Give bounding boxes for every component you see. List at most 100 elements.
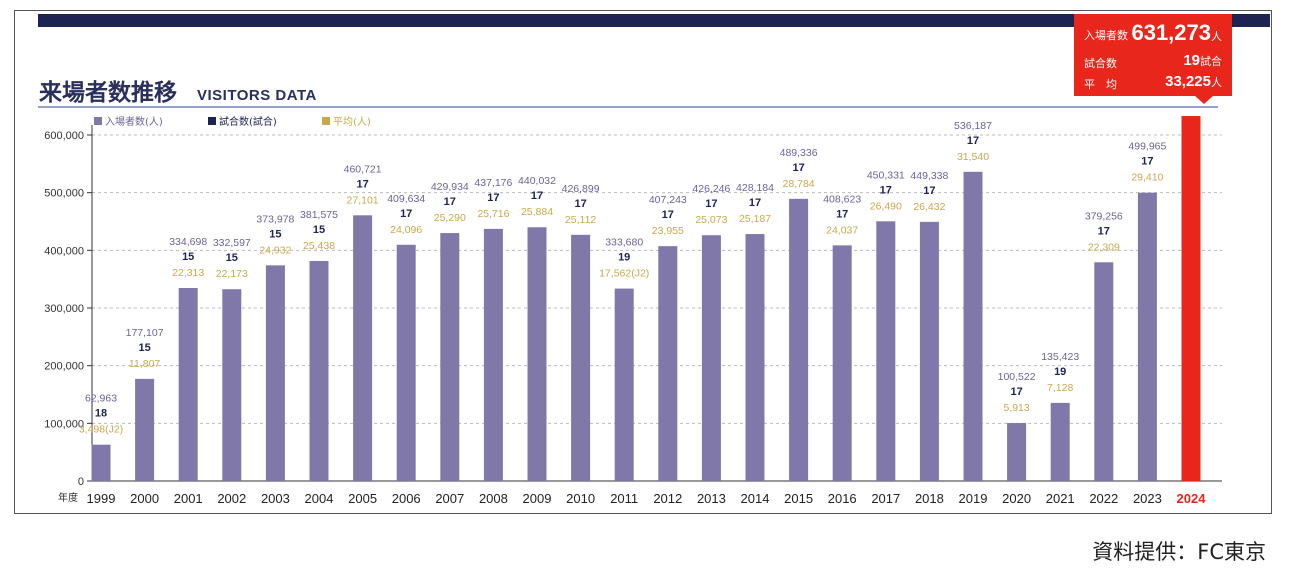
average-label: 3,498(J2): [79, 424, 123, 436]
bar-2022: [1094, 262, 1114, 481]
games-label: 17: [923, 185, 935, 197]
bar-2006: [396, 244, 416, 481]
attendance-label: 450,331: [867, 169, 905, 181]
bar-2011: [614, 288, 634, 481]
games-label: 15: [182, 251, 194, 263]
average-label: 24,037: [826, 224, 858, 236]
bar-2024: [1181, 116, 1201, 481]
games-label: 17: [574, 198, 586, 210]
games-label: 19: [618, 252, 630, 264]
callout-label: 試合数: [1084, 58, 1117, 70]
bar-2020: [1007, 423, 1027, 481]
x-tick-label: 2009: [523, 491, 552, 506]
y-tick-label: 600,000: [44, 130, 84, 142]
y-tick-label: 0: [78, 476, 84, 488]
x-tick-label: 2023: [1133, 491, 1162, 506]
x-tick-label: 2003: [261, 491, 290, 506]
title-divider: [38, 106, 1218, 108]
average-label: 11,807: [129, 358, 160, 370]
average-label: 25,884: [521, 206, 553, 218]
chart-title: 来場者数推移 VISITORS DATA: [39, 73, 317, 107]
x-tick-label: 2012: [653, 491, 682, 506]
x-tick-label: 2021: [1046, 491, 1075, 506]
average-label: 28,784: [783, 178, 815, 190]
bar-2016: [832, 245, 852, 481]
average-label: 22,173: [216, 268, 248, 280]
bar-2012: [658, 246, 678, 481]
average-label: 25,438: [303, 240, 335, 252]
bar-1999: [91, 444, 111, 481]
average-label: 25,112: [565, 214, 596, 226]
legend-swatch: [322, 117, 330, 125]
games-label: 15: [138, 342, 150, 354]
average-label: 26,432: [913, 201, 945, 213]
callout-row-average: 平 均 33,225人: [1074, 71, 1232, 91]
y-tick-label: 200,000: [44, 361, 84, 373]
games-label: 17: [836, 208, 848, 220]
attendance-label: 332,597: [213, 237, 251, 249]
x-tick-label: 2022: [1089, 491, 1118, 506]
legend-label: 試合数(試合): [219, 115, 277, 128]
average-label: 23,955: [652, 225, 684, 237]
y-tick-label: 300,000: [44, 303, 84, 315]
bar-2001: [178, 287, 198, 481]
bar-2004: [309, 260, 329, 481]
average-label: 25,187: [739, 213, 771, 225]
games-label: 17: [705, 198, 717, 210]
attendance-label: 381,575: [300, 209, 338, 221]
attendance-label: 437,176: [474, 177, 512, 189]
y-tick-label: 100,000: [44, 418, 84, 430]
average-label: 25,290: [434, 212, 466, 224]
x-tick-label: 2004: [305, 491, 334, 506]
x-tick-label: 2019: [959, 491, 988, 506]
x-tick-label: 2010: [566, 491, 595, 506]
bar-2002: [222, 289, 242, 481]
attendance-label: 407,243: [649, 194, 687, 206]
bar-2010: [571, 234, 591, 481]
bar-2023: [1137, 192, 1157, 482]
attendance-label: 429,934: [431, 181, 469, 193]
games-label: 19: [1054, 366, 1066, 378]
callout-row-games: 試合数 19試合: [1074, 50, 1232, 70]
games-label: 17: [531, 190, 543, 202]
games-label: 17: [1010, 386, 1022, 398]
y-tick-label: 400,000: [44, 245, 84, 257]
games-label: 15: [313, 224, 325, 236]
games-label: 17: [487, 192, 499, 204]
callout-value-attendance: 631,273人: [1131, 20, 1222, 45]
average-label: 27,101: [347, 194, 379, 206]
attendance-label: 536,187: [954, 120, 992, 132]
average-label: 25,716: [477, 208, 509, 220]
games-label: 17: [792, 162, 804, 174]
x-tick-label: 2002: [217, 491, 246, 506]
x-tick-label: 2014: [741, 491, 770, 506]
bar-2021: [1050, 402, 1070, 481]
legend-label: 入場者数(人): [105, 115, 163, 128]
average-label: 7,128: [1047, 382, 1073, 394]
bar-2005: [353, 215, 373, 481]
callout-label: 入場者数: [1084, 30, 1128, 42]
attendance-label: 499,965: [1128, 141, 1166, 153]
average-label: 22,313: [172, 267, 204, 279]
attendance-label: 449,338: [910, 170, 948, 182]
average-label: 17,562(J2): [599, 268, 649, 280]
games-label: 17: [400, 208, 412, 220]
x-tick-label: 2008: [479, 491, 508, 506]
bar-2014: [745, 234, 765, 481]
attendance-label: 460,721: [344, 163, 382, 175]
legend-label: 平均(人): [333, 116, 371, 128]
x-tick-label: 2011: [610, 491, 638, 506]
x-tick-label: 1999: [87, 491, 116, 506]
callout-row-attendance: 入場者数 631,273人: [1074, 20, 1232, 45]
x-tick-label: 2005: [348, 491, 377, 506]
games-label: 17: [356, 178, 368, 190]
callout-label: 平 均: [1084, 79, 1117, 91]
attendance-label: 379,256: [1085, 210, 1123, 222]
x-tick-label: 2017: [871, 491, 900, 506]
bar-2019: [963, 171, 983, 481]
attendance-label: 409,634: [387, 193, 425, 205]
attendance-label: 177,107: [126, 327, 164, 339]
games-label: 17: [1098, 225, 1110, 237]
x-tick-label: 2000: [130, 491, 159, 506]
